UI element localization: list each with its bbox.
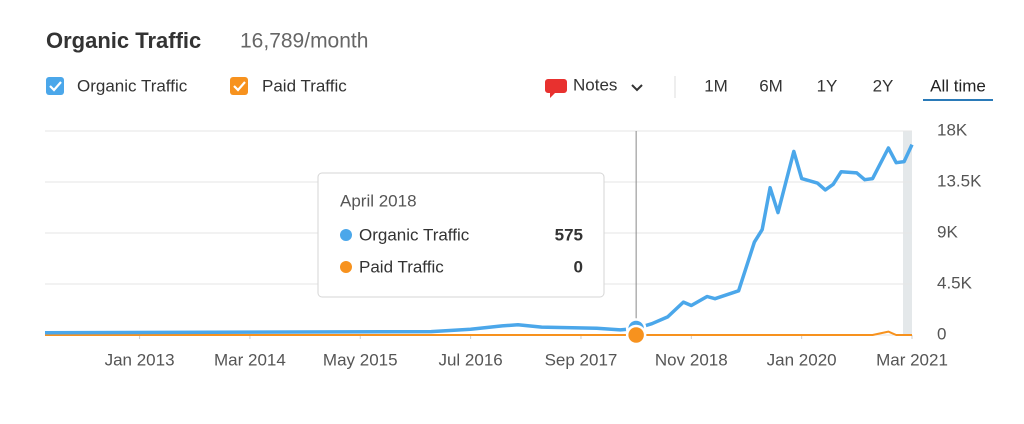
range-button[interactable]: All time xyxy=(930,76,986,95)
notes-icon[interactable] xyxy=(545,79,567,98)
x-tick-label: Mar 2021 xyxy=(876,350,948,369)
tooltip-value: 575 xyxy=(555,225,583,244)
x-tick-label: Jan 2020 xyxy=(767,350,837,369)
checkbox[interactable] xyxy=(46,77,64,95)
y-tick-label: 18K xyxy=(937,120,968,139)
range-button[interactable]: 2Y xyxy=(873,76,894,95)
range-button[interactable]: 1Y xyxy=(817,76,838,95)
x-tick-label: Jul 2016 xyxy=(438,350,502,369)
series-line xyxy=(44,143,914,335)
checkbox[interactable] xyxy=(230,77,248,95)
tooltip-dot xyxy=(340,229,352,241)
tooltip-box xyxy=(317,172,605,298)
x-tick-label: May 2015 xyxy=(323,350,398,369)
chevron-icon xyxy=(631,84,643,92)
tooltip-value: 0 xyxy=(574,257,583,276)
x-tick-label: Nov 2018 xyxy=(655,350,728,369)
x-tick-label: Jan 2013 xyxy=(105,350,175,369)
plot: 0 4.5K 9K 13.5K 18K Jan 2013 Mar 2014 May 2015 J… xyxy=(44,120,982,369)
series-line xyxy=(45,330,912,336)
range-button[interactable]: 6M xyxy=(759,76,783,95)
hover-marker xyxy=(625,324,647,346)
y-tick-label: 9K xyxy=(937,222,958,241)
legend-label[interactable]: Paid Traffic xyxy=(262,76,347,95)
tooltip-dot xyxy=(340,261,352,273)
tooltip: April 2018 Organic Traffic Paid Traffic … xyxy=(317,172,605,298)
tooltip-series: Organic Traffic xyxy=(359,225,470,244)
check-icon xyxy=(233,81,246,92)
y-tick-label: 0 xyxy=(937,324,946,343)
chart-subtitle: 16,789/month xyxy=(240,30,368,53)
x-tick-label: Mar 2014 xyxy=(214,350,286,369)
y-tick-label: 4.5K xyxy=(937,273,973,292)
range-selector: 1M 6M 1Y 2Y All time xyxy=(704,76,993,101)
chart-title: Organic Traffic xyxy=(46,28,201,53)
check-icon xyxy=(49,81,62,92)
tooltip-title: April 2018 xyxy=(340,191,417,210)
notes-button[interactable]: Notes xyxy=(573,75,617,94)
y-tick-label: 13.5K xyxy=(937,171,982,190)
legend-label[interactable]: Organic Traffic xyxy=(77,76,188,95)
x-tick-label: Sep 2017 xyxy=(545,350,618,369)
range-button[interactable]: 1M xyxy=(704,76,728,95)
tooltip-series: Paid Traffic xyxy=(359,257,444,276)
